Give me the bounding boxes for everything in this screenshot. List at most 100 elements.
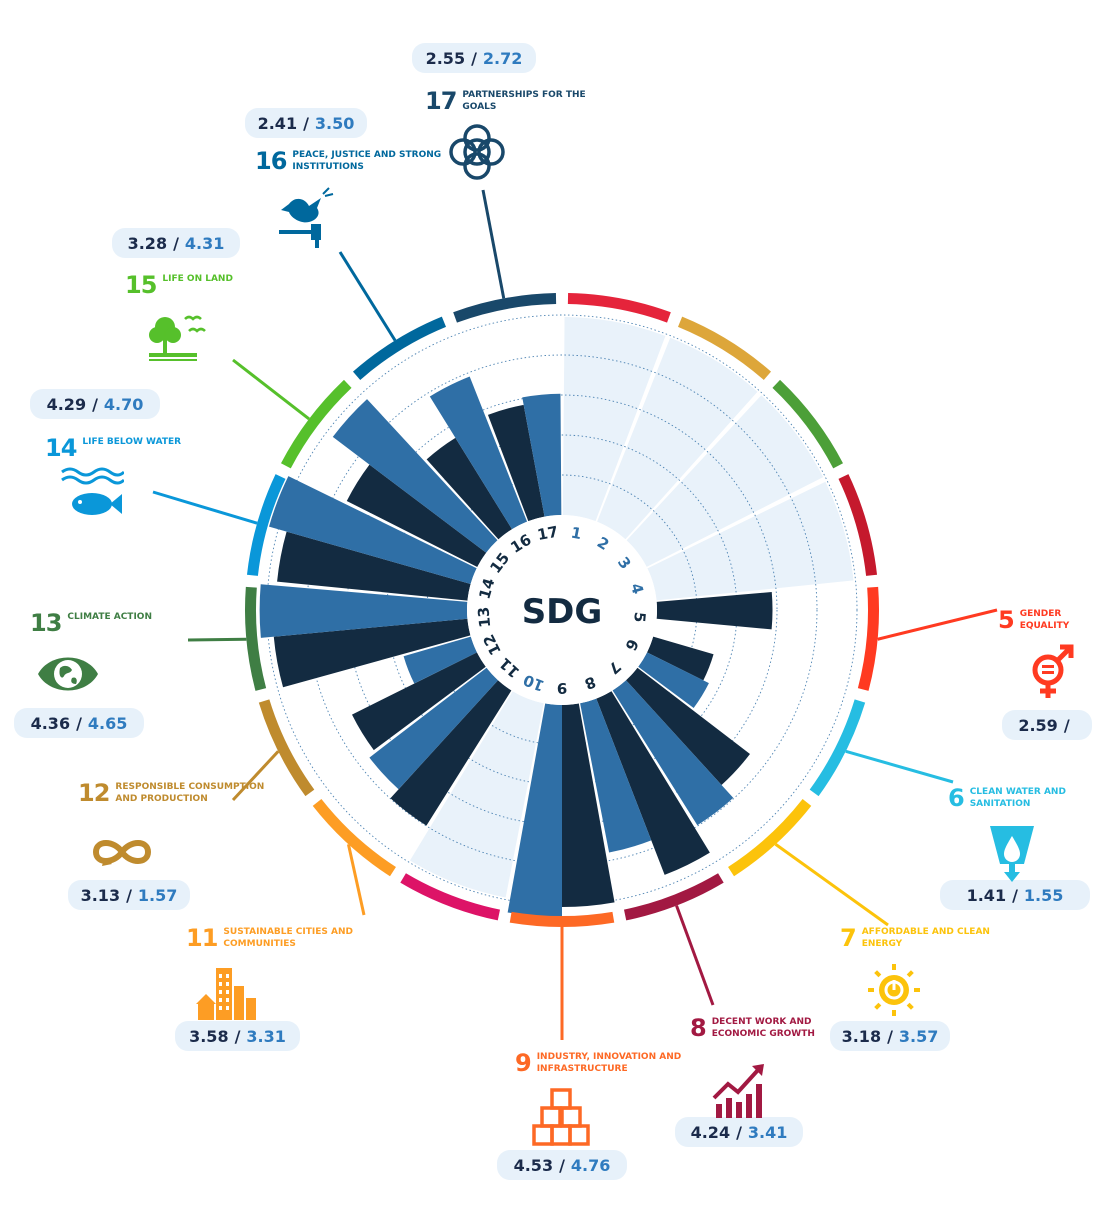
bar-goal-13-series-2 — [259, 584, 468, 638]
value-separator: / — [1063, 715, 1070, 735]
leader-line-goal-13 — [187, 637, 247, 642]
ring-segment-goal-12 — [258, 699, 315, 797]
goal-7-title: Affordable and clean energy — [861, 927, 990, 949]
goal-16-value-2: 3.50 — [314, 113, 355, 133]
center-label: SDG — [522, 592, 603, 632]
goal-7-number: 7 — [840, 924, 857, 952]
gender-equality-icon — [1032, 644, 1074, 698]
bar-goal-7-series-1 — [626, 667, 750, 786]
ring-segment-goal-14 — [246, 474, 286, 576]
goal-12-value-1: 3.13 — [80, 885, 121, 905]
sector-number-9: 9 — [557, 679, 567, 697]
goal-5-label: 5 Gender Equality — [998, 607, 1104, 633]
bar-goal-16-series-2 — [429, 376, 528, 530]
goal-13-value-1: 4.36 — [30, 713, 71, 733]
ring-segment-goal-15 — [280, 379, 352, 469]
ring-segment-goal-17 — [453, 293, 557, 323]
goal-7-value-2: 3.57 — [898, 1026, 939, 1046]
goal-17-value-2: 2.72 — [482, 48, 523, 68]
bar-goal-15-series-2 — [332, 399, 498, 553]
goal-11-title: Sustainable cities and communities — [223, 927, 353, 949]
goal-7-value-1: 3.18 — [841, 1026, 882, 1046]
goal-9-title: Industry, innovation and infrastructure — [536, 1052, 682, 1074]
bar-goal-12-series-2 — [403, 636, 477, 684]
empty-sector-10 — [409, 691, 544, 898]
guide-ring-5 — [266, 314, 858, 906]
bar-goal-9-series-2 — [507, 703, 562, 918]
goal-11-values: 3.58/3.31 — [175, 1021, 300, 1051]
goal-14-title: Life below water — [82, 437, 182, 447]
goal-11-label: 11 Sustainable cities and communities — [186, 925, 373, 951]
leader-line-goal-11 — [346, 843, 366, 916]
goal-13-value-2: 4.65 — [87, 713, 128, 733]
bar-goal-8-series-2 — [580, 698, 652, 853]
goal-15-value-2: 4.31 — [184, 233, 225, 253]
goal-9-values: 4.53/4.76 — [497, 1150, 627, 1180]
goal-12-number: 12 — [78, 779, 110, 807]
growth-chart-icon — [712, 1064, 764, 1118]
goal-15-values: 3.28/4.31 — [112, 228, 240, 258]
ring-segment-goal-8 — [623, 873, 724, 921]
goal-6-number: 6 — [948, 784, 965, 812]
goal-16-label: 16 Peace, justice and strong institutions — [255, 148, 442, 174]
goal-11-value-2: 3.31 — [246, 1026, 286, 1046]
ring-segment-goal-4 — [838, 474, 878, 576]
bar-goal-12-series-1 — [351, 652, 486, 751]
goal-15-title: Life on land — [162, 274, 233, 284]
goal-12-values: 3.13/1.57 — [68, 880, 190, 910]
leader-line-goal-17 — [481, 189, 506, 299]
bar-goal-7-series-2 — [612, 680, 734, 826]
ring-segment-goal-9 — [509, 911, 615, 927]
sector-number-13: 13 — [474, 606, 494, 628]
goal-16-values: 2.41/3.50 — [245, 108, 367, 138]
interlocking-rings-icon — [449, 124, 505, 180]
bar-goal-11-series-2 — [369, 667, 498, 790]
value-separator: / — [887, 1026, 893, 1046]
value-separator: / — [76, 713, 82, 733]
goal-6-values: 1.41/1.55 — [940, 880, 1090, 910]
center-disk — [467, 515, 657, 705]
bar-goal-8-series-1 — [596, 691, 710, 875]
bar-goal-14-series-1 — [277, 531, 471, 601]
sector-number-14: 14 — [475, 576, 498, 601]
empty-sector-2 — [597, 337, 758, 540]
goal-14-label: 14 Life below water — [45, 435, 181, 461]
value-separator: / — [471, 48, 477, 68]
eye-globe-icon — [38, 657, 98, 691]
bar-goal-16-series-1 — [426, 437, 512, 540]
guide-ring-3 — [346, 394, 778, 826]
goal-6-label: 6 Clean water and sanitation — [948, 785, 1104, 811]
goal-16-title: Peace, justice and strong institutions — [292, 150, 442, 172]
ring-segment-goal-3 — [772, 379, 844, 469]
bars — [259, 376, 773, 918]
goal-5-title: Gender Equality — [1019, 609, 1070, 631]
bar-goal-14-series-2 — [269, 476, 477, 585]
leader-line-goal-15 — [232, 358, 310, 421]
goal-17-number: 17 — [425, 87, 457, 115]
goal-7-values: 3.18/3.57 — [830, 1021, 950, 1051]
empty-sector-3 — [626, 395, 824, 567]
ring-segment-goal-11 — [312, 799, 396, 877]
goal-8-label: 8 Decent work and economic growth — [690, 1015, 862, 1041]
goal-5-values: 2.59/ — [1002, 710, 1092, 740]
bar-goal-15-series-1 — [346, 464, 487, 568]
sector-number-17: 17 — [536, 523, 560, 545]
value-separator: / — [303, 113, 309, 133]
leader-line-goal-6 — [845, 749, 954, 784]
empty-sector-1 — [562, 317, 666, 522]
goal-8-value-1: 4.24 — [690, 1122, 731, 1142]
value-separator: / — [1012, 885, 1018, 905]
sector-number-1: 1 — [570, 524, 584, 544]
goal-12-title: Responsible consumption and production — [115, 782, 265, 804]
goal-11-value-1: 3.58 — [189, 1026, 229, 1046]
goal-11-number: 11 — [186, 924, 218, 952]
ring-segment-goal-7 — [728, 799, 812, 877]
goal-6-title: Clean water and sanitation — [969, 787, 1066, 809]
goal-5-value-1: 2.59 — [1018, 715, 1058, 735]
empty-sector-backgrounds — [409, 317, 854, 898]
goal-17-label: 17 Partnerships for the goals — [425, 88, 612, 114]
goal-13-title: Climate action — [67, 612, 152, 622]
goal-14-number: 14 — [45, 434, 77, 462]
ring-segment-goal-10 — [400, 873, 501, 921]
goal-17-title: Partnerships for the goals — [462, 90, 586, 112]
